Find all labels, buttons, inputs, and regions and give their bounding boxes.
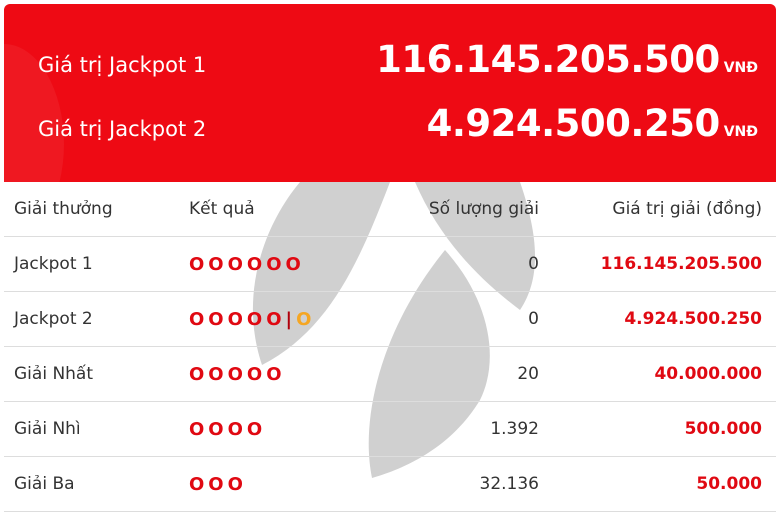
jackpot-1-currency: VNĐ — [723, 60, 758, 76]
prize-count: 20 — [379, 346, 549, 402]
header-count: Số lượng giải — [379, 182, 549, 237]
prize-count: 1.392 — [379, 401, 549, 457]
jackpot-banner: Giá trị Jackpot 1 116.145.205.500 VNĐ Giá… — [4, 4, 776, 182]
ball-icons: OOOO — [189, 418, 267, 440]
prize-count: 32.136 — [379, 456, 549, 512]
jackpot-2-currency: VNĐ — [723, 124, 758, 140]
prize-value: 50.000 — [549, 456, 776, 512]
jackpot-1-row: Giá trị Jackpot 1 116.145.205.500 VNĐ — [38, 38, 758, 81]
prize-name: Jackpot 2 — [4, 291, 179, 347]
header-value: Giá trị giải (đồng) — [549, 182, 776, 237]
header-result: Kết quả — [179, 182, 379, 237]
header-prize: Giải thưởng — [4, 182, 179, 237]
prize-value: 500.000 — [549, 401, 776, 457]
prize-value: 40.000.000 — [549, 346, 776, 402]
result-balls: OOOO — [179, 401, 379, 457]
jackpot-2-label: Giá trị Jackpot 2 — [38, 117, 207, 141]
result-balls: OOOOOO — [179, 236, 379, 292]
extra-ball-icon: O — [296, 308, 316, 330]
table-row: Giải Nhất OOOOO 20 40.000.000 — [4, 346, 776, 402]
result-balls: OOOOO — [179, 346, 379, 402]
prize-value: 116.145.205.500 — [549, 236, 776, 292]
table-row: Giải Nhì OOOO 1.392 500.000 — [4, 401, 776, 457]
prize-name: Giải Nhì — [4, 401, 179, 457]
prize-count: 0 — [379, 236, 549, 292]
table-row: Giải Ba OOO 32.136 50.000 — [4, 456, 776, 512]
prize-name: Giải Ba — [4, 456, 179, 512]
separator-icon: | — [285, 308, 297, 330]
jackpot-2-value: 4.924.500.250 — [426, 102, 721, 145]
ball-icons: OOOOO — [189, 363, 286, 385]
prize-table: Giải thưởng Kết quả Số lượng giải Giá tr… — [4, 182, 776, 512]
prize-count: 0 — [379, 291, 549, 347]
jackpot-1-label: Giá trị Jackpot 1 — [38, 53, 207, 77]
prize-name: Giải Nhất — [4, 346, 179, 402]
table-row: Jackpot 1 OOOOOO 0 116.145.205.500 — [4, 236, 776, 292]
jackpot-2-row: Giá trị Jackpot 2 4.924.500.250 VNĐ — [38, 102, 758, 145]
ball-icons: OOOOOO — [189, 253, 305, 275]
prize-value: 4.924.500.250 — [549, 291, 776, 347]
ball-icons: OOOOO — [189, 308, 286, 330]
result-balls: OOO — [179, 456, 379, 512]
prize-name: Jackpot 1 — [4, 236, 179, 292]
result-balls: OOOOO|O — [179, 291, 379, 347]
ball-icons: OOO — [189, 473, 247, 495]
jackpot-1-value: 116.145.205.500 — [376, 38, 720, 81]
table-row: Jackpot 2 OOOOO|O 0 4.924.500.250 — [4, 291, 776, 347]
table-header: Giải thưởng Kết quả Số lượng giải Giá tr… — [4, 182, 776, 237]
